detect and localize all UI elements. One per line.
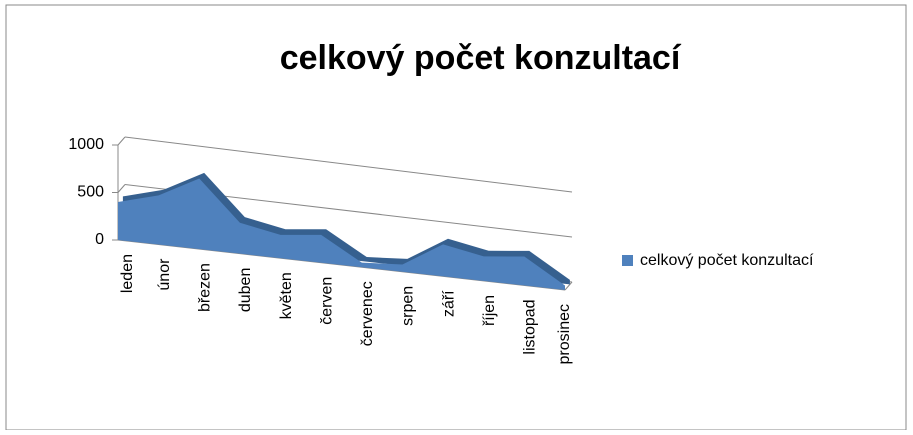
y-tick-label: 1000 xyxy=(68,136,104,153)
y-tick-label: 500 xyxy=(77,184,104,201)
grid-line xyxy=(117,184,126,193)
x-tick-label: duben xyxy=(237,268,254,313)
grid-line xyxy=(117,136,126,146)
x-tick-label: říjen xyxy=(481,295,498,326)
y-tick-label: 0 xyxy=(95,231,104,248)
legend-label: celkový počet konzultací xyxy=(640,252,814,269)
x-tick-label: červen xyxy=(318,277,335,325)
x-tick-label: srpen xyxy=(400,286,417,326)
x-tick-label: leden xyxy=(119,254,136,293)
chart-title: celkový počet konzultací xyxy=(280,39,682,77)
grid-line xyxy=(124,136,573,193)
x-tick-label: listopad xyxy=(522,299,539,354)
axis-line xyxy=(564,281,573,291)
x-tick-label: únor xyxy=(156,258,173,291)
x-tick-label: září xyxy=(440,290,457,317)
x-tick-label: červenec xyxy=(359,281,376,346)
legend-swatch xyxy=(622,255,633,266)
x-tick-label: květen xyxy=(278,272,295,319)
x-tick-label: prosinec xyxy=(556,304,573,364)
area xyxy=(118,178,565,290)
x-tick-label: březen xyxy=(196,263,213,312)
